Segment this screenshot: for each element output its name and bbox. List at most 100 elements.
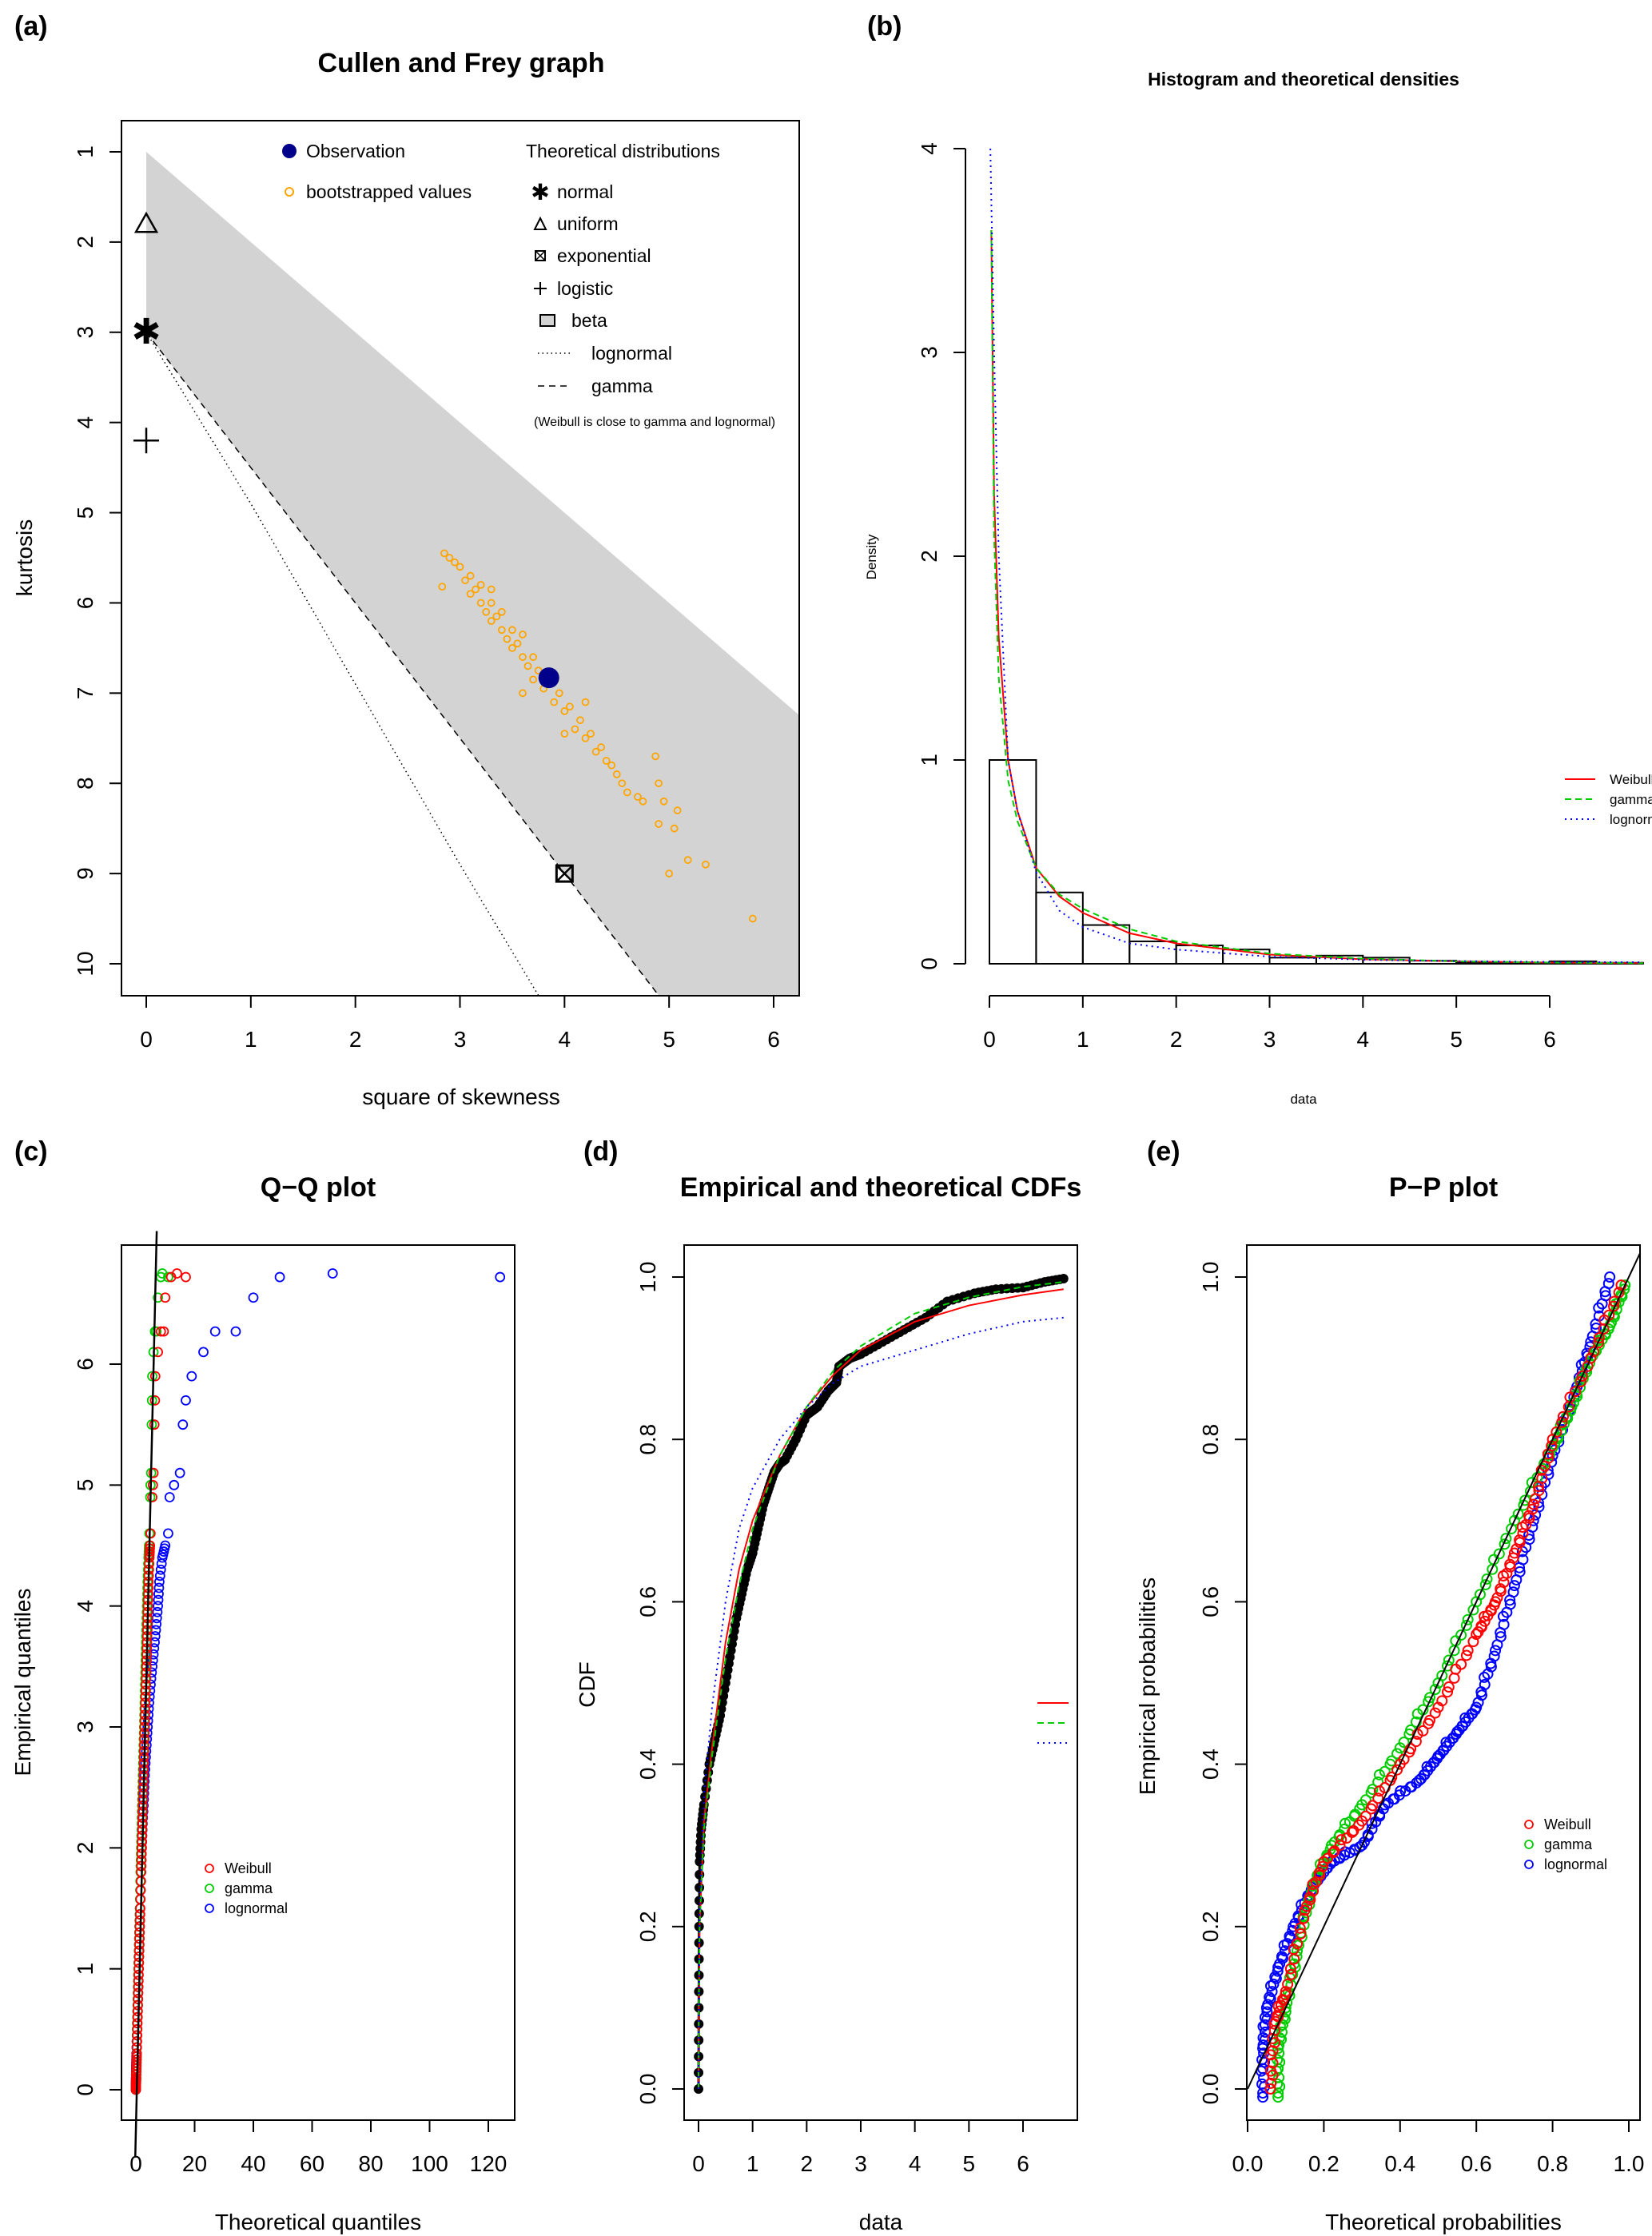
x-tick-label: 0.0 — [1232, 2151, 1264, 2176]
pp-point-gamma — [1276, 2026, 1288, 2038]
qq-point-lognormal — [153, 1577, 165, 1587]
pp-point-weibull — [1514, 1534, 1526, 1546]
axes: 0.0 0.2 0.4 0.6 0.8 1.0 0.0 0.2 0.4 0.6 0.8 1.0 — [1198, 1262, 1644, 2176]
pp-point-lognormal — [1264, 1993, 1276, 2005]
x-tick-label: 40 — [241, 2151, 265, 2176]
x-tick-label: 6 — [1017, 2151, 1029, 2176]
pp-point-weibull — [1443, 1681, 1455, 1693]
bootstrap-point — [497, 626, 506, 635]
x-tick-label: 3 — [854, 2151, 867, 2176]
bootstrap-point — [472, 585, 480, 594]
bootstrap-point — [461, 576, 469, 585]
y-axis-label: Empirical quantiles — [10, 1589, 35, 1776]
y-tick-label: 0.2 — [1198, 1911, 1223, 1942]
y-axis-label: Empirical probabilities — [1135, 1578, 1160, 1795]
pp-point-lognormal — [1272, 1965, 1284, 1977]
x-tick-label: 20 — [182, 2151, 207, 2176]
y-tick-label: 8 — [73, 777, 98, 790]
x-tick-label: 60 — [300, 2151, 324, 2176]
pp-point-weibull — [1442, 1686, 1454, 1698]
plot-area — [989, 148, 1644, 965]
pp-point-lognormal — [1266, 1986, 1278, 1998]
bootstrap-point — [591, 747, 600, 756]
y-tick-label: 0 — [917, 957, 941, 970]
y-tick-label: 10 — [73, 951, 98, 976]
y-axis-label: Density — [864, 534, 879, 579]
pp-point-weibull — [1288, 1944, 1300, 1956]
pp-point-gamma — [1481, 1573, 1493, 1585]
pp-plot-panel: P−P plot 0.0 0.2 0.4 0.6 0.8 1.00.00.20.40.60… — [1135, 1172, 1644, 2234]
pp-point-gamma — [1606, 1316, 1618, 1328]
pp-point-gamma — [1429, 1684, 1441, 1696]
x-tick-label: 3 — [454, 1027, 467, 1052]
pp-point-weibull — [1405, 1743, 1417, 1755]
density-curve-gamma — [990, 229, 1643, 965]
cdf-curve-weibull — [698, 1288, 1064, 2090]
pp-point-weibull — [1265, 2077, 1277, 2089]
y-tick-label: 6 — [73, 597, 98, 610]
pp-point-lognormal — [1257, 2091, 1269, 2103]
qq-point-lognormal — [154, 1570, 165, 1582]
pp-point-gamma — [1354, 1803, 1366, 1815]
qq-point-lognormal — [156, 1558, 167, 1570]
x-tick-label: 1 — [1077, 1027, 1089, 1052]
y-tick-label: 7 — [73, 687, 98, 700]
pp-point-lognormal — [1514, 1566, 1526, 1578]
pp-point-weibull — [1282, 1978, 1294, 1990]
qq-point-lognormal — [181, 1395, 191, 1406]
axes: 0 1 2 3 4 5 6 0 1 2 3 4 — [917, 142, 1556, 1052]
x-tick-label: 0 — [140, 1027, 153, 1052]
x-tick-label: 0 — [129, 2151, 142, 2176]
bootstrap-point — [634, 793, 642, 802]
pp-point-weibull — [1588, 1346, 1600, 1358]
y-tick-label: 0.6 — [635, 1586, 660, 1617]
bootstrap-point — [618, 779, 627, 788]
plot-area — [1247, 1252, 1642, 2103]
y-tick-label: 4 — [917, 142, 941, 155]
qq-point-lognormal — [163, 1528, 173, 1539]
x-tick-label: 4 — [1357, 1027, 1370, 1052]
qq-point-lognormal — [169, 1479, 180, 1490]
empirical-cdf-point — [702, 1775, 712, 1785]
qq-point-weibull — [172, 1268, 182, 1279]
bootstrap-point — [519, 653, 527, 662]
pp-point-lognormal — [1261, 2006, 1273, 2018]
pp-point-weibull — [1423, 1714, 1435, 1726]
histogram-density-panel: Histogram and theoretical densities 0 1 2 3… — [864, 69, 1652, 1107]
pp-point-gamma — [1619, 1279, 1631, 1291]
empirical-cdf-point — [725, 1652, 735, 1662]
legend-beta: beta — [571, 310, 607, 331]
chart-title: Histogram and theoretical densities — [1148, 69, 1459, 90]
pp-point-weibull — [1280, 1989, 1292, 2001]
y-tick-label: 1 — [73, 145, 98, 158]
density-curve-weibull — [990, 229, 1643, 965]
bootstrap-point — [560, 730, 569, 738]
legend-normal: normal — [557, 181, 613, 202]
panel-label-b: (b) — [867, 11, 902, 42]
pp-point-weibull — [1264, 2083, 1276, 2095]
x-tick-label: 3 — [1264, 1027, 1276, 1052]
qq-point-gamma — [151, 1326, 162, 1337]
y-tick-label: 0.8 — [635, 1424, 660, 1455]
pp-point-gamma — [1474, 1589, 1486, 1601]
bootstrap-point — [513, 639, 522, 648]
pp-point-gamma — [1273, 2047, 1285, 2059]
qq-point-lognormal — [155, 1564, 166, 1575]
bootstrap-point — [482, 607, 491, 616]
chart-title: Q−Q plot — [261, 1172, 376, 1203]
legend-weibull: Weibull — [1544, 1816, 1591, 1832]
x-tick-label: 6 — [767, 1027, 780, 1052]
pp-point-gamma — [1455, 1629, 1467, 1641]
plot-area — [130, 1231, 506, 2157]
legend-exponential: exponential — [557, 245, 651, 266]
qq-point-lognormal — [177, 1419, 189, 1430]
bootstrap-point — [492, 612, 501, 621]
y-tick-label: 2 — [917, 550, 941, 563]
empirical-cdf-point — [735, 1593, 746, 1604]
pp-point-weibull — [1527, 1498, 1539, 1510]
bootstrap-point — [587, 730, 595, 738]
pp-point-lognormal — [1602, 1278, 1614, 1290]
chart-title: P−P plot — [1389, 1172, 1498, 1203]
qq-point-weibull — [148, 1467, 159, 1478]
cullen-frey-panel: Cullen and Frey graph ✱ 0 1 2 3 4 5 6 1 2 3 4 5 6 7 8 9… — [12, 48, 800, 1109]
